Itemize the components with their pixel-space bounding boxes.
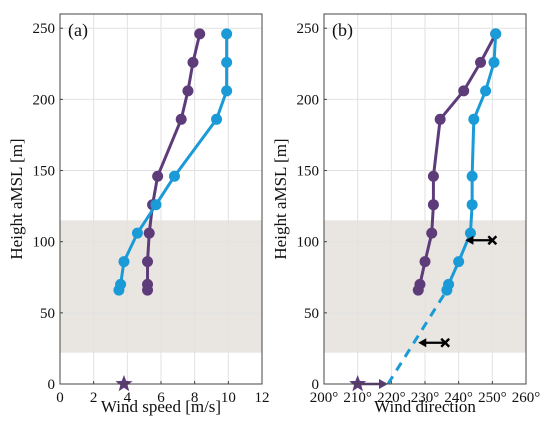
x-tick-label: 230° [411, 390, 440, 406]
x-tick-label: 4 [124, 390, 132, 406]
data-point-blue [168, 170, 180, 182]
x-tick-label: 6 [157, 390, 165, 406]
data-point-blue [464, 227, 476, 239]
x-tick-label: 10 [221, 390, 236, 406]
shift-arrow-head [418, 338, 427, 348]
data-point-purple [458, 85, 470, 97]
panel-label: (b) [332, 20, 353, 41]
shift-arrow-head [465, 235, 474, 245]
y-tick-label: 200 [297, 92, 320, 108]
x-tick-label: 260° [512, 390, 541, 406]
data-point-purple [175, 113, 187, 125]
data-point-blue [150, 199, 162, 211]
data-point-blue [488, 56, 500, 68]
y-tick-label: 50 [304, 306, 319, 322]
data-point-blue [466, 170, 478, 182]
data-point-blue [490, 28, 502, 40]
data-point-purple [427, 199, 439, 211]
x-axis-label: Wind speed [m/s] [101, 397, 221, 416]
x-tick-label: 200° [310, 390, 339, 406]
y-tick-label: 250 [297, 21, 320, 37]
data-point-blue [453, 256, 465, 268]
data-point-blue [468, 113, 480, 125]
x-tick-label: 210° [343, 390, 372, 406]
x-tick-label: 250° [478, 390, 507, 406]
data-point-purple [419, 256, 431, 268]
series-line-blue [445, 33, 498, 291]
cross-marker [440, 337, 451, 348]
data-point-purple [475, 56, 487, 68]
y-tick-label: 200 [33, 92, 56, 108]
data-point-blue [443, 278, 455, 290]
series-line-purple [146, 33, 202, 291]
panel-label: (a) [68, 20, 88, 41]
y-tick-label: 250 [33, 21, 56, 37]
data-point-purple [427, 170, 439, 182]
data-point-blue [115, 278, 127, 290]
y-tick-label: 0 [312, 377, 320, 393]
data-point-blue [131, 227, 143, 239]
y-axis-label: Height aMSL [m] [7, 138, 26, 259]
y-tick-label: 50 [40, 306, 55, 322]
data-point-purple [434, 113, 446, 125]
data-point-blue [466, 199, 478, 211]
series-line-purple [416, 33, 498, 291]
panel-b: 200° 210° 220° 230° 240° 250° 260° 0 50 100 150 200… [271, 13, 541, 416]
cross-marker [487, 235, 498, 246]
data-point-purple [426, 227, 438, 239]
data-point-purple [182, 85, 194, 97]
y-tick-label: 150 [33, 164, 56, 180]
x-tick-label: 240° [444, 390, 473, 406]
data-point-purple [187, 56, 199, 68]
x-tick-label: 12 [255, 390, 270, 406]
data-point-blue [221, 85, 233, 97]
x-tick-label: 2 [90, 390, 98, 406]
data-point-blue [211, 113, 223, 125]
y-axis-label: Height aMSL [m] [271, 138, 290, 259]
surface-star-marker [115, 375, 133, 392]
y-tick-label: 100 [297, 235, 320, 251]
x-tick-label: 220° [377, 390, 406, 406]
y-tick-label: 0 [48, 377, 56, 393]
y-tick-label: 150 [297, 164, 320, 180]
data-point-purple [152, 170, 164, 182]
data-point-blue [118, 256, 130, 268]
series-line-blue [117, 33, 229, 291]
data-point-purple [142, 278, 154, 290]
x-tick-label: 8 [191, 390, 199, 406]
data-point-blue [221, 56, 233, 68]
x-axis-label: Wind direction [374, 397, 476, 416]
data-point-blue [480, 85, 492, 97]
dashed-extension-line [386, 289, 449, 385]
data-point-purple [142, 256, 154, 268]
x-tick-label: 0 [56, 390, 64, 406]
data-point-purple [414, 278, 426, 290]
data-point-purple [143, 227, 155, 239]
panel-a: 0 2 4 6 8 10 12 0 50 100 150 200 250 Wind speed [m/s]… [7, 13, 270, 416]
data-point-blue [221, 28, 233, 40]
y-tick-label: 100 [33, 235, 56, 251]
data-point-purple [194, 28, 206, 40]
